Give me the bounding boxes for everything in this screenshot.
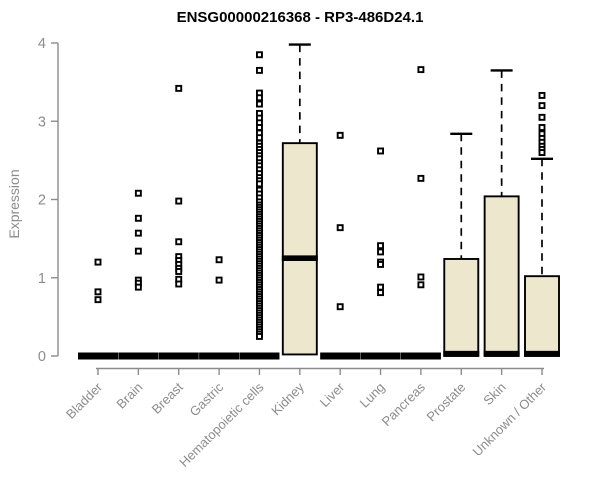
collapsed-box (400, 352, 441, 360)
y-tick-label: 3 (38, 114, 46, 130)
x-tick-label: Lung (357, 380, 388, 411)
x-tick-label: Kidney (268, 379, 307, 418)
outlier-point (94, 258, 102, 266)
box (483, 195, 520, 357)
collapsed-box (158, 352, 199, 360)
outlier-point (336, 303, 344, 311)
y-tick-label: 0 (38, 349, 46, 365)
outlier-point (417, 273, 425, 281)
outlier-point (538, 113, 546, 121)
collapsed-box (118, 352, 159, 360)
x-tick-label: Gastric (186, 379, 226, 419)
median-line (443, 350, 480, 357)
outlier-point (256, 124, 263, 131)
outlier-point (377, 289, 384, 297)
outlier-point (94, 296, 102, 304)
x-tick-label: Unknown / Other (470, 379, 550, 459)
outlier-point (215, 276, 223, 284)
outlier-point (417, 281, 425, 289)
y-tick-label: 1 (38, 271, 46, 287)
outlier-point (175, 84, 183, 92)
outlier-point (256, 51, 263, 59)
median-line (524, 350, 560, 357)
outlier-point (134, 189, 142, 197)
outlier-point (377, 248, 384, 256)
x-tick-label: Pancreas (379, 379, 429, 429)
outlier-point (134, 247, 142, 255)
median-line (281, 255, 318, 261)
outlier-point (134, 283, 142, 291)
outlier-point (256, 134, 263, 142)
outlier-point (377, 260, 384, 268)
outlier-point (256, 332, 263, 340)
x-tick-label: Skin (480, 380, 508, 408)
outlier-point (538, 91, 546, 99)
x-tick-label: Liver (317, 379, 348, 410)
chart-title: ENSG00000216368 - RP3-486D24.1 (176, 9, 424, 26)
outlier-point (538, 124, 546, 131)
x-tick-label: Prostate (424, 380, 469, 425)
outlier-point (94, 288, 102, 296)
outlier-point (175, 197, 183, 205)
outlier-point (256, 94, 263, 102)
outlier-point (336, 224, 344, 232)
collapsed-box (239, 352, 280, 360)
collapsed-box (78, 352, 118, 360)
collapsed-box (199, 352, 240, 360)
collapsed-box (360, 352, 401, 360)
x-tick-label: Breast (149, 379, 186, 416)
outlier-point (134, 214, 142, 222)
x-tick-label: Bladder (63, 379, 106, 422)
median-line (483, 350, 520, 357)
outlier-point (377, 283, 384, 291)
outlier-point (417, 66, 425, 74)
outlier-point (175, 280, 183, 288)
outlier-point (175, 238, 183, 246)
box (524, 275, 560, 357)
outlier-point (134, 229, 142, 237)
x-tick-label: Brain (113, 380, 145, 412)
box (281, 142, 318, 356)
outlier-point (336, 131, 344, 139)
outlier-point (538, 149, 546, 157)
box (443, 258, 480, 357)
y-tick-label: 4 (38, 36, 46, 52)
outlier-point (175, 268, 183, 275)
outlier-point (256, 100, 263, 108)
outlier-point (377, 242, 384, 250)
outlier-point (256, 180, 263, 188)
collapsed-box (320, 352, 361, 360)
outlier-point (215, 256, 223, 264)
outlier-point (417, 174, 425, 182)
outlier-point (377, 147, 384, 155)
outlier-point (256, 66, 263, 74)
y-tick-label: 2 (38, 193, 46, 209)
outlier-point (538, 102, 546, 110)
